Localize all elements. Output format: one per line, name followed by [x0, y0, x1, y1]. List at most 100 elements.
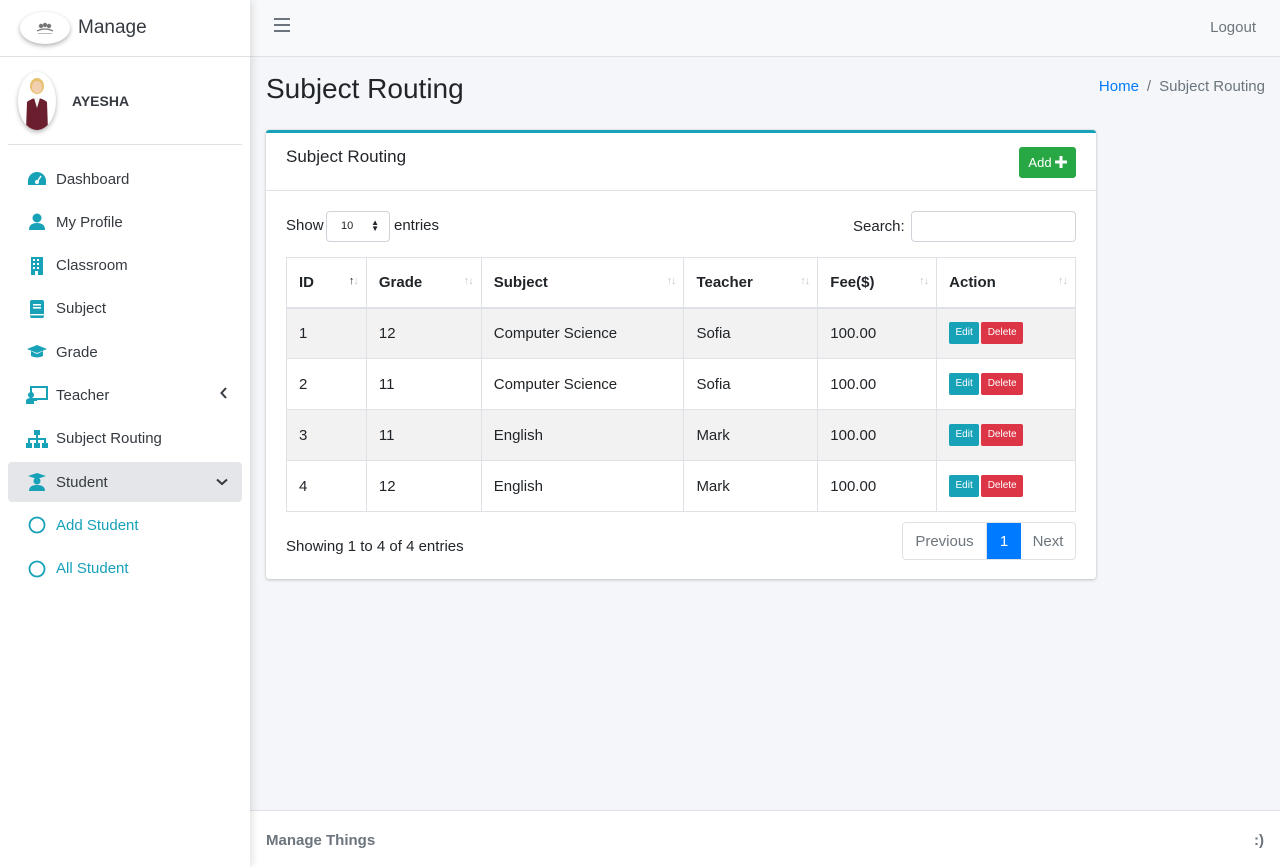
brand-logo-icon — [20, 12, 70, 44]
table-header-row: ID ↑↓ Grade ↑↓ Subject ↑↓ Teacher ↑↓ Fee($) ↑… — [286, 257, 1076, 309]
cell-id: 1 — [286, 307, 367, 359]
table-row: 2 11 Computer Science Sofia 100.00 Edit D… — [286, 358, 1076, 410]
chalkboard-teacher-icon — [26, 385, 48, 405]
delete-button[interactable]: Delete — [981, 322, 1024, 345]
delete-button[interactable]: Delete — [981, 373, 1024, 395]
table-row: 1 12 Computer Science Sofia 100.00 Edit D… — [286, 307, 1076, 359]
sidebar-item-classroom[interactable]: Classroom — [8, 246, 242, 286]
sidebar-item-label: All Student — [56, 560, 129, 578]
cell-grade: 11 — [365, 358, 482, 410]
sidebar-nav: Dashboard My Profile Classroom Subject G… — [0, 159, 250, 589]
sidebar-item-label: Classroom — [56, 257, 128, 275]
add-button[interactable]: Add — [1019, 147, 1076, 178]
previous-page-button[interactable]: Previous — [903, 523, 987, 559]
column-header-grade[interactable]: Grade ↑↓ — [365, 257, 482, 309]
edit-button[interactable]: Edit — [949, 475, 980, 497]
header-label: Fee($) — [830, 273, 875, 291]
page-size-value: 10 — [341, 220, 354, 232]
cell-id: 3 — [286, 409, 367, 461]
cell-subject: Computer Science — [480, 358, 685, 410]
sidebar-item-label: Student — [56, 473, 108, 491]
next-page-button[interactable]: Next — [1032, 532, 1064, 550]
page-title: Subject Routing — [266, 73, 464, 104]
sidebar-item-label: Dashboard — [56, 170, 130, 188]
sidebar-item-grade[interactable]: Grade — [8, 332, 242, 372]
cell-fee: 100.00 — [817, 409, 938, 461]
cell-action: Edit Delete — [936, 307, 1076, 359]
cell-id: 4 — [286, 460, 367, 512]
logout-link[interactable]: Logout — [1210, 19, 1256, 36]
header-label: Teacher — [696, 273, 753, 291]
user-panel: AYESHA — [8, 57, 242, 145]
breadcrumb-home-link[interactable]: Home — [1098, 78, 1139, 95]
card-header: Subject Routing Add — [266, 133, 1096, 191]
circle-icon — [26, 515, 48, 535]
sort-icon: ↑↓ — [919, 275, 929, 287]
building-icon — [26, 256, 48, 276]
column-header-id[interactable]: ID ↑↓ — [286, 257, 367, 309]
header-label: Grade — [378, 273, 423, 291]
table-row: 4 12 English Mark 100.00 Edit Delete — [286, 460, 1076, 512]
breadcrumb-current: Subject Routing — [1159, 78, 1265, 95]
footer-smiley: :) — [1254, 832, 1264, 849]
topbar: Logout — [250, 0, 1280, 57]
sidebar-item-subject-routing[interactable]: Subject Routing — [8, 419, 242, 459]
pagination: Previous 1 Next — [902, 522, 1076, 560]
cell-action: Edit Delete — [936, 358, 1076, 410]
search-input[interactable] — [911, 211, 1076, 242]
cell-subject: Computer Science — [480, 307, 685, 359]
edit-button[interactable]: Edit — [949, 424, 980, 446]
cell-grade: 12 — [365, 307, 482, 359]
column-header-teacher[interactable]: Teacher ↑↓ — [683, 257, 819, 309]
sidebar-item-label: Add Student — [56, 516, 139, 534]
avatar[interactable] — [18, 71, 56, 130]
edit-button[interactable]: Edit — [949, 322, 980, 345]
cell-grade: 12 — [365, 460, 482, 512]
subject-routing-card: Subject Routing Add Show 10 ▲ ▼ entries S… — [266, 130, 1096, 579]
table-info: Showing 1 to 4 of 4 entries — [286, 538, 464, 555]
card-title: Subject Routing — [286, 147, 407, 166]
hamburger-menu-icon[interactable] — [274, 18, 290, 32]
brand[interactable]: Manage — [0, 0, 250, 57]
page-1-button[interactable]: 1 — [987, 523, 1021, 559]
breadcrumb-separator: / — [1146, 78, 1152, 95]
sidebar: Manage AYESHA Dashboard My Profile — [0, 0, 250, 867]
cell-teacher: Mark — [683, 409, 819, 461]
user-name[interactable]: AYESHA — [72, 92, 130, 109]
sort-icon: ↑↓ — [348, 275, 359, 287]
cell-teacher: Sofia — [683, 307, 819, 359]
column-header-fee[interactable]: Fee($) ↑↓ — [817, 257, 938, 309]
sidebar-item-add-student[interactable]: Add Student — [8, 505, 242, 545]
page-size-select[interactable]: 10 ▲ ▼ — [326, 211, 390, 242]
cell-id: 2 — [286, 358, 367, 410]
user-icon — [26, 212, 48, 232]
edit-button[interactable]: Edit — [949, 373, 980, 395]
sidebar-item-subject[interactable]: Subject — [8, 289, 242, 329]
column-header-subject[interactable]: Subject ↑↓ — [480, 257, 685, 309]
sidebar-item-teacher[interactable]: Teacher — [8, 375, 242, 415]
sidebar-item-dashboard[interactable]: Dashboard — [8, 159, 242, 199]
footer: Manage Things :) — [250, 810, 1280, 867]
breadcrumb: Home / Subject Routing — [1099, 78, 1265, 95]
cell-teacher: Sofia — [683, 358, 819, 410]
sidebar-item-all-student[interactable]: All Student — [8, 549, 242, 589]
subject-routing-table: ID ↑↓ Grade ↑↓ Subject ↑↓ Teacher ↑↓ Fee($) ↑… — [286, 257, 1076, 512]
delete-button[interactable]: Delete — [981, 475, 1024, 497]
cell-fee: 100.00 — [817, 307, 938, 359]
cell-fee: 100.00 — [817, 460, 938, 512]
chevron-down-icon — [216, 474, 228, 489]
user-graduate-icon — [26, 472, 48, 492]
cell-action: Edit Delete — [936, 409, 1076, 461]
sidebar-item-student[interactable]: Student — [8, 462, 242, 503]
cell-action: Edit Delete — [936, 460, 1076, 512]
book-icon — [26, 299, 48, 319]
sidebar-item-label: Subject Routing — [56, 430, 162, 448]
table-row: 3 11 English Mark 100.00 Edit Delete — [286, 409, 1076, 461]
column-header-action[interactable]: Action ↑↓ — [936, 257, 1076, 309]
cell-grade: 11 — [365, 409, 482, 461]
delete-button[interactable]: Delete — [981, 424, 1024, 446]
entries-label: entries — [394, 217, 440, 234]
sort-icon: ↑↓ — [800, 275, 810, 287]
brand-title: Manage — [78, 17, 147, 38]
sidebar-item-my-profile[interactable]: My Profile — [8, 202, 242, 242]
